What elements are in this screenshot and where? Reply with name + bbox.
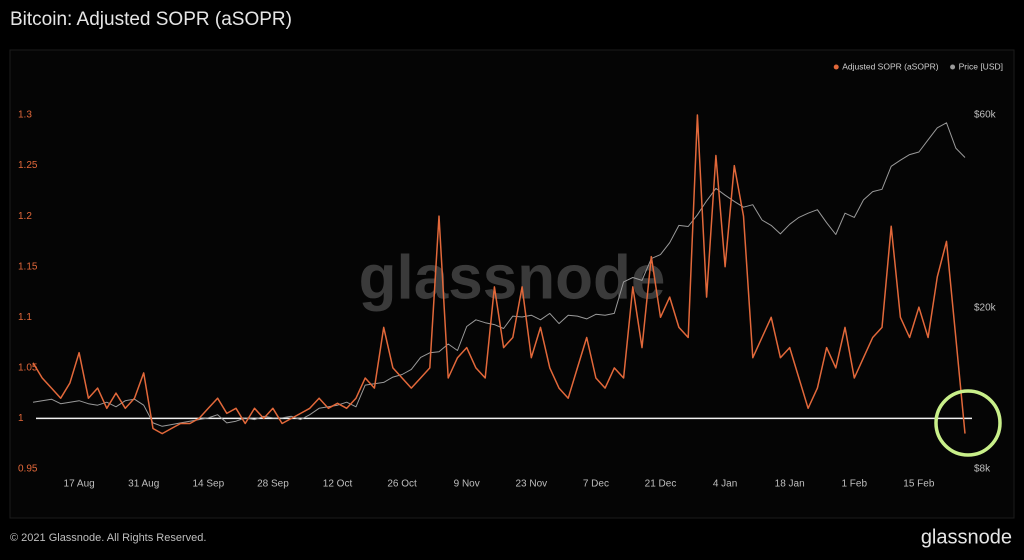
x-tick-label: 17 Aug xyxy=(64,479,95,490)
x-tick-label: 4 Jan xyxy=(713,479,737,490)
x-tick-label: 28 Sep xyxy=(257,479,289,490)
y-tick-label: 0.95 xyxy=(18,464,38,475)
plot: 0.95 1 1.05 1.1 1.15 1.2 1.25 1.3 $8k $20k $60k 17 … xyxy=(18,61,1003,489)
highlight-circle xyxy=(934,389,1002,457)
legend-label: Adjusted SOPR (aSOPR) xyxy=(842,61,939,71)
footer: © 2021 Glassnode. All Rights Reserved. xyxy=(10,532,206,544)
y-tick-label: 1.1 xyxy=(18,312,32,323)
legend-swatch xyxy=(833,64,839,70)
y2-tick-label: $8k xyxy=(974,464,991,475)
y-tick-label: 1.3 xyxy=(18,110,32,121)
chart-title: Bitcoin: Adjusted SOPR (aSOPR) xyxy=(10,9,292,30)
y-tick-label: 1 xyxy=(18,413,24,424)
x-tick-label: 15 Feb xyxy=(903,479,935,490)
y-tick-label: 1.25 xyxy=(18,160,38,171)
x-tick-label: 7 Dec xyxy=(583,479,609,490)
x-tick-label: 14 Sep xyxy=(192,479,224,490)
legend-swatch xyxy=(950,64,956,70)
y-tick-label: 1.05 xyxy=(18,362,38,373)
series-line xyxy=(32,122,966,427)
series-line xyxy=(32,114,966,435)
y-tick-label: 1.15 xyxy=(18,261,38,272)
x-tick-label: 18 Jan xyxy=(775,479,805,490)
y2-tick-label: $60k xyxy=(974,110,997,121)
x-tick-label: 23 Nov xyxy=(515,479,547,490)
logo: glassnode xyxy=(921,526,1012,548)
watermark: glassnode xyxy=(359,243,666,312)
x-tick-label: 9 Nov xyxy=(454,479,480,490)
legend-label: Price [USD] xyxy=(959,61,1003,71)
x-tick-label: 31 Aug xyxy=(128,479,159,490)
panel xyxy=(9,49,1015,519)
x-tick-label: 1 Feb xyxy=(841,479,867,490)
y-tick-label: 1.2 xyxy=(18,211,32,222)
x-tick-label: 12 Oct xyxy=(323,479,353,490)
x-tick-label: 21 Dec xyxy=(645,479,677,490)
y2-tick-label: $20k xyxy=(974,303,997,314)
x-tick-label: 26 Oct xyxy=(387,479,417,490)
